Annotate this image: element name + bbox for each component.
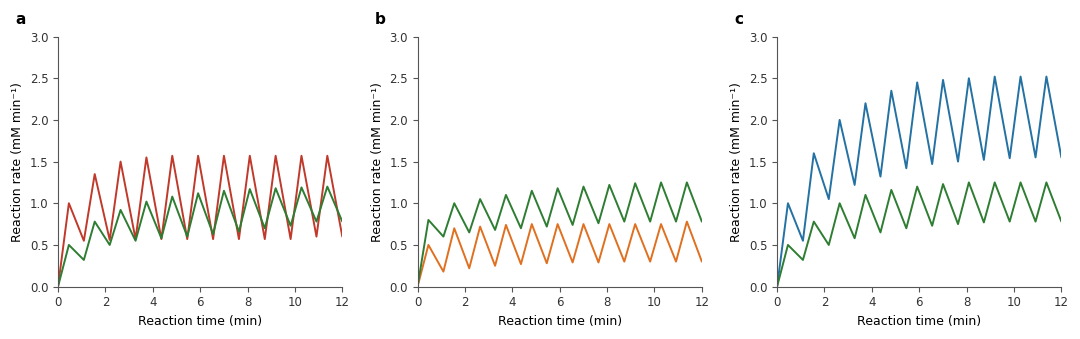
Text: c: c xyxy=(734,12,743,26)
Y-axis label: Reaction rate (mM min⁻¹): Reaction rate (mM min⁻¹) xyxy=(730,82,743,241)
X-axis label: Reaction time (min): Reaction time (min) xyxy=(138,315,262,328)
Y-axis label: Reaction rate (mM min⁻¹): Reaction rate (mM min⁻¹) xyxy=(370,82,383,241)
Y-axis label: Reaction rate (mM min⁻¹): Reaction rate (mM min⁻¹) xyxy=(11,82,24,241)
X-axis label: Reaction time (min): Reaction time (min) xyxy=(498,315,622,328)
X-axis label: Reaction time (min): Reaction time (min) xyxy=(858,315,982,328)
Text: b: b xyxy=(375,12,386,26)
Text: a: a xyxy=(15,12,26,26)
